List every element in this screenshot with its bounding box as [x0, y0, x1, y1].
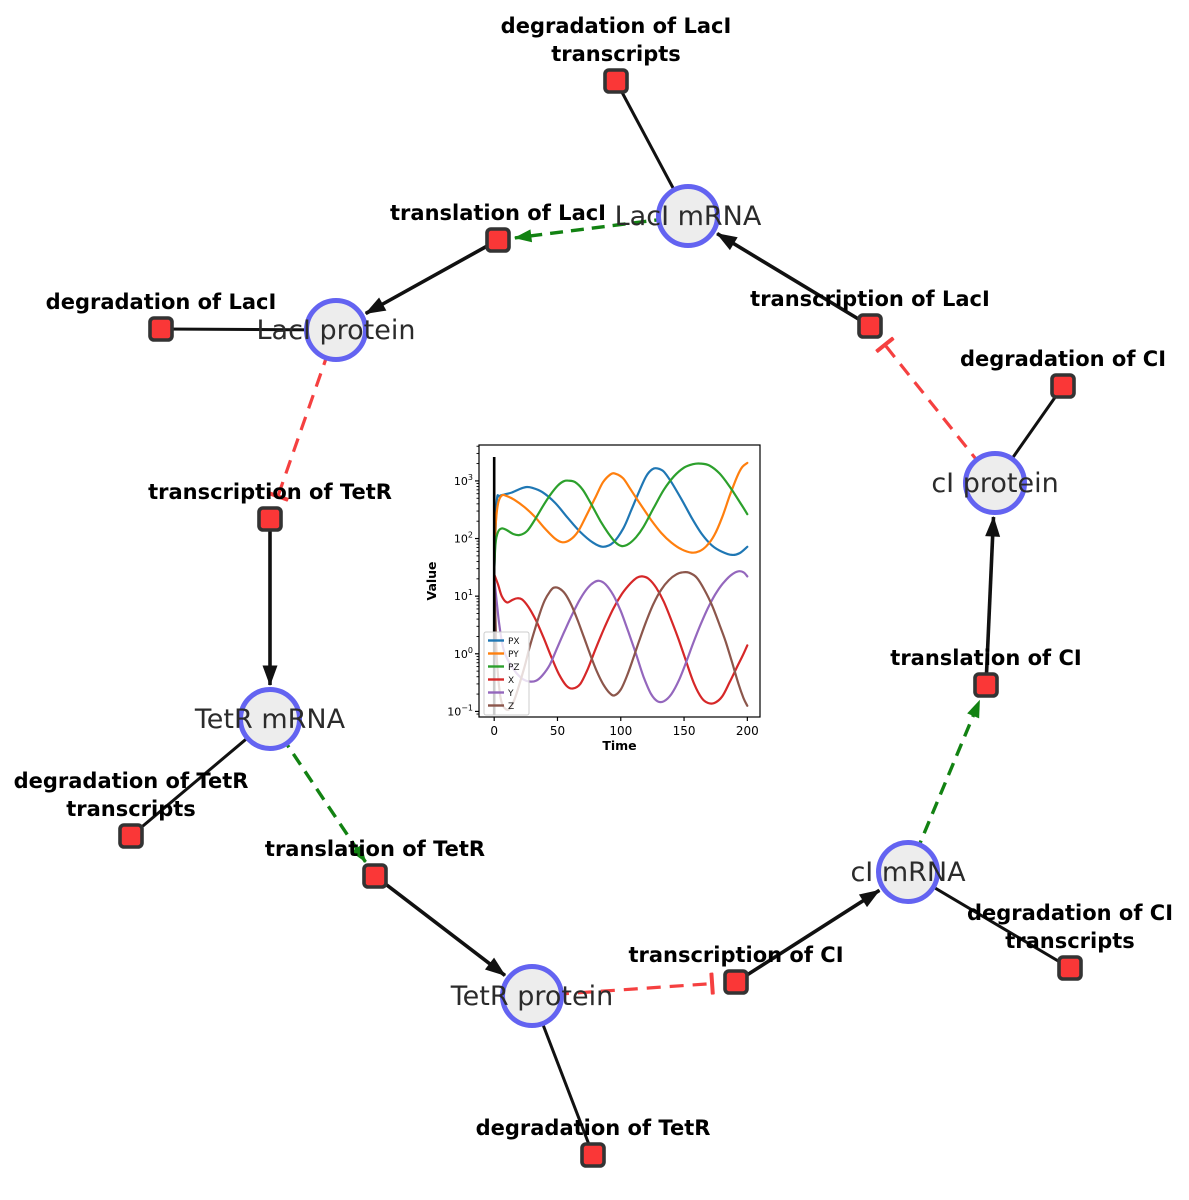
- reaction-label-transl_cI: translation of CI: [890, 646, 1081, 670]
- reaction-label-deg_cI: degradation of CI: [960, 347, 1166, 371]
- reaction-label-deg_lacI_tr-line1: degradation of LacI: [501, 14, 732, 38]
- species-label-tetR_protein: TetR protein: [450, 981, 613, 1012]
- reaction-node-transcr_cI[interactable]: [723, 969, 749, 995]
- y-tick-label: 10−1: [447, 703, 473, 718]
- y-tick-label: 103: [454, 473, 473, 488]
- legend-label-Z: Z: [508, 702, 514, 712]
- x-tick-label: 50: [550, 724, 565, 738]
- reaction-label-deg_cI_tr-line1: degradation of CI: [967, 901, 1173, 925]
- species-label-lacI_protein: LacI protein: [257, 315, 416, 346]
- reaction-node-deg_cI[interactable]: [1050, 373, 1076, 399]
- edge-arrow-transcr_cI-cI_mRNA: [735, 888, 881, 984]
- reaction-label-transcr_cI: transcription of CI: [628, 943, 843, 967]
- plot-axes: 0 50 100 150 200 10−1 100 101 102 103 Time Value: [425, 444, 761, 753]
- reaction-node-deg_lacI_tr[interactable]: [603, 68, 629, 94]
- series-line-PX: [493, 467, 749, 575]
- edge-arrow-transl_tetR-tetR_protein: [373, 874, 507, 977]
- nodes-layer: [118, 68, 1083, 1168]
- reaction-label-transl_tetR: translation of TetR: [265, 837, 485, 861]
- y-axis-label: Value: [425, 561, 439, 600]
- x-tick-label: 0: [490, 724, 498, 738]
- species-label-cI_protein: cI protein: [931, 468, 1058, 499]
- legend-label-Y: Y: [507, 689, 514, 699]
- species-node-tetR_mRNA[interactable]: [238, 687, 302, 751]
- species-label-tetR_mRNA: TetR mRNA: [194, 704, 346, 735]
- x-tick-label: 200: [736, 724, 759, 738]
- reaction-label-deg_lacI_tr-line2: transcripts: [551, 42, 681, 66]
- legend-label-PY: PY: [508, 650, 519, 660]
- reaction-node-deg_lacI[interactable]: [148, 316, 174, 342]
- edge-arrow-transl_cI-cI_protein: [984, 516, 1001, 686]
- x-tick-label: 150: [673, 724, 696, 738]
- reaction-label-transcr_tetR: transcription of TetR: [148, 480, 392, 504]
- reaction-node-transl_lacI[interactable]: [485, 227, 511, 253]
- edge-arrow-transcr_lacI-lacI_mRNA: [716, 232, 871, 328]
- reaction-label-deg_tetR_tr-line2: transcripts: [66, 797, 196, 821]
- series-line-PY: [493, 461, 749, 575]
- reaction-label-deg_tetR: degradation of TetR: [476, 1116, 711, 1140]
- legend-box: [483, 631, 530, 716]
- species-node-tetR_protein[interactable]: [500, 964, 564, 1028]
- legend-label-X: X: [508, 676, 514, 686]
- y-tick-label: 102: [454, 531, 473, 546]
- reaction-node-transcr_lacI[interactable]: [857, 313, 883, 339]
- labels-layer: LacI mRNA LacI protein TetR mRNA TetR prote…: [14, 14, 1173, 1140]
- inset-plot: 0 50 100 150 200 10−1 100 101 102 103 Time Value PX…: [425, 444, 761, 753]
- species-node-cI_protein[interactable]: [963, 451, 1027, 515]
- reaction-node-transl_tetR[interactable]: [362, 863, 388, 889]
- edge-arrow-transl_lacI-lacI_protein: [364, 238, 499, 316]
- reaction-label-transl_lacI: translation of LacI: [390, 201, 606, 225]
- reaction-label-deg_tetR_tr-line1: degradation of TetR: [14, 769, 249, 793]
- reaction-node-deg_tetR[interactable]: [580, 1142, 606, 1168]
- species-node-lacI_mRNA[interactable]: [656, 184, 720, 248]
- reaction-node-deg_tetR_tr[interactable]: [118, 823, 144, 849]
- species-node-cI_mRNA[interactable]: [876, 840, 940, 904]
- species-label-lacI_mRNA: LacI mRNA: [615, 201, 762, 232]
- y-tick-label: 100: [454, 646, 473, 661]
- reaction-node-transcr_tetR[interactable]: [257, 506, 283, 532]
- reaction-label-transcr_lacI: transcription of LacI: [750, 287, 990, 311]
- series-line-PZ: [493, 462, 749, 575]
- plot-series: [493, 461, 749, 712]
- reaction-label-deg_cI_tr-line2: transcripts: [1005, 929, 1135, 953]
- plot-legend: PX PY PZ XYZ: [483, 631, 530, 716]
- x-axis-label: Time: [602, 738, 636, 753]
- reaction-node-transl_cI[interactable]: [973, 672, 999, 698]
- reaction-node-deg_cI_tr[interactable]: [1057, 955, 1083, 981]
- plot-spines: [478, 444, 761, 718]
- series-line-X: [493, 573, 749, 705]
- species-label-cI_mRNA: cI mRNA: [850, 857, 966, 888]
- legend-label-PZ: PZ: [508, 663, 520, 673]
- reaction-label-deg_lacI: degradation of LacI: [46, 290, 277, 314]
- series-line-Z: [493, 570, 749, 712]
- y-tick-label: 101: [454, 588, 473, 603]
- legend-label-PX: PX: [508, 637, 520, 647]
- species-node-lacI_protein[interactable]: [304, 298, 368, 362]
- x-tick-label: 100: [609, 724, 632, 738]
